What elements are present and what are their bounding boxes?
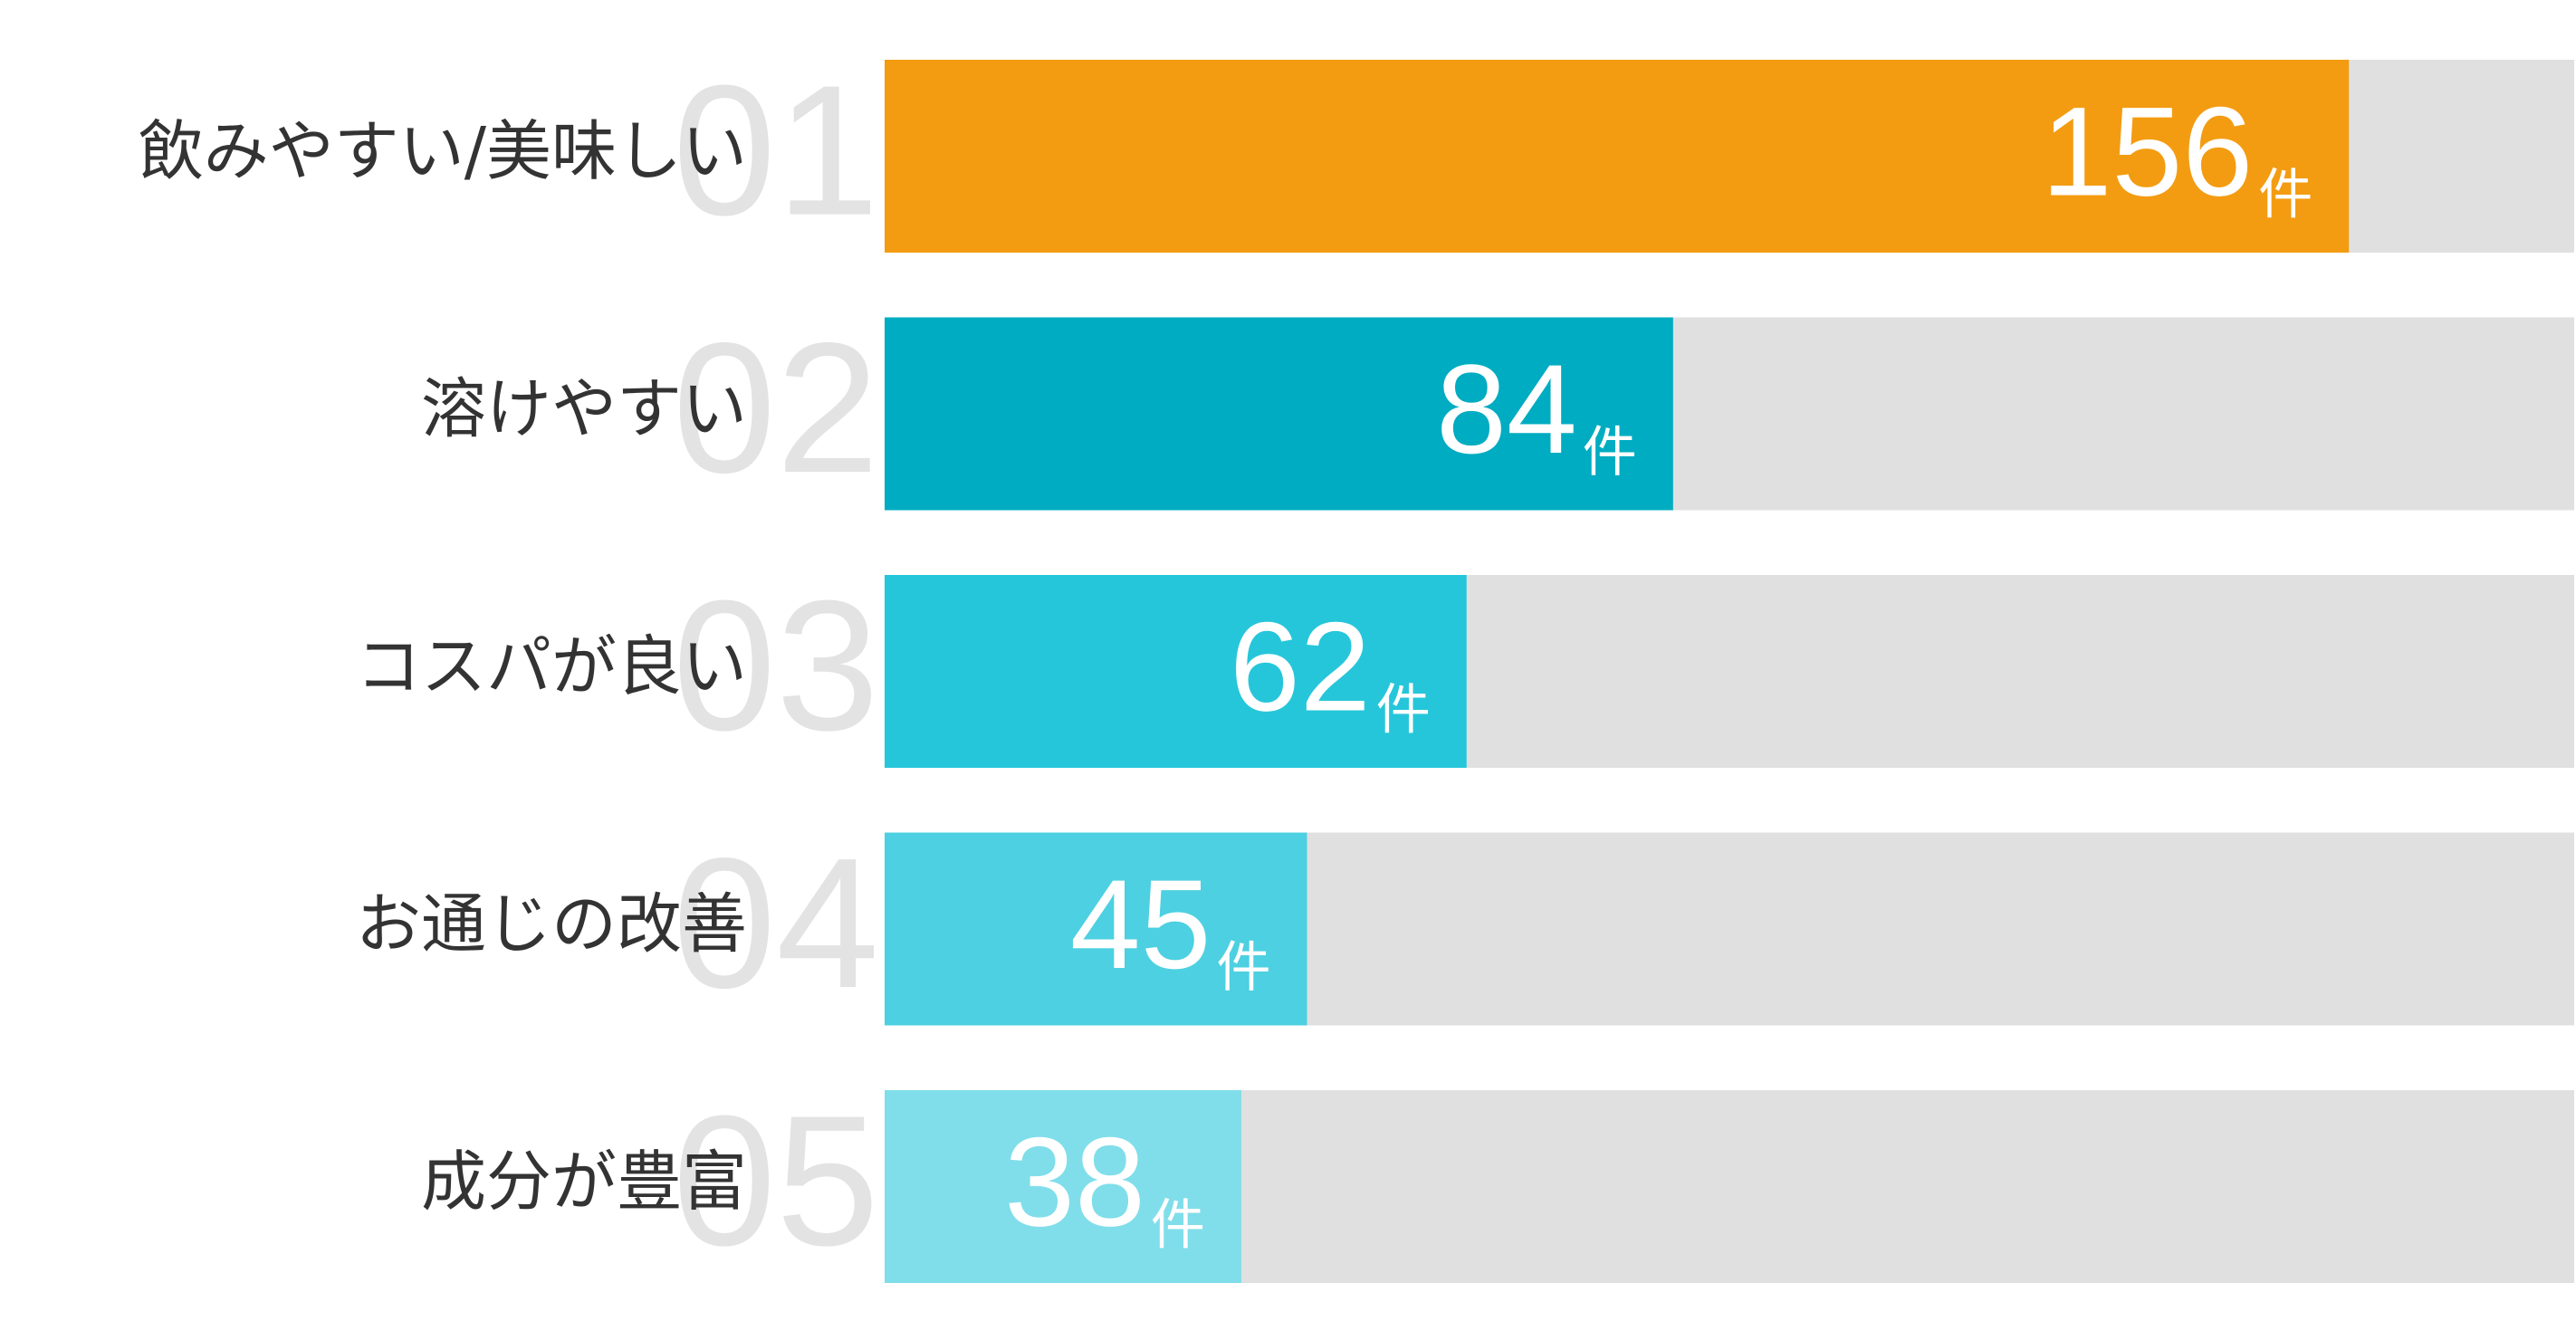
value-label: 45 件 [1070, 853, 1271, 1000]
category-label: 溶けやすい [421, 371, 747, 447]
category-label: お通じの改善 [356, 886, 747, 962]
value-number: 62 [1230, 595, 1371, 737]
value-number: 84 [1436, 338, 1577, 480]
value-unit: 件 [1217, 936, 1271, 1000]
bar [885, 1090, 1241, 1283]
value-label: 84 件 [1436, 338, 1637, 484]
rank-number: 04 [673, 819, 879, 1027]
value-number: 45 [1070, 853, 1211, 995]
value-label: 38 件 [1004, 1110, 1205, 1257]
value-number: 156 [2042, 80, 2254, 222]
bar [885, 60, 2350, 253]
value-unit: 件 [2258, 163, 2313, 226]
value-unit: 件 [1583, 421, 1637, 484]
value-label: 62 件 [1230, 595, 1431, 742]
value-number: 38 [1004, 1110, 1145, 1252]
category-label: 飲みやすい/美味しい [139, 113, 747, 189]
rank-number: 05 [673, 1077, 879, 1285]
rank-number: 02 [673, 304, 879, 512]
bar [885, 317, 1673, 511]
value-unit: 件 [1376, 678, 1431, 742]
bar [885, 575, 1467, 768]
category-label: 成分が豊富 [421, 1144, 747, 1220]
rank-number: 01 [673, 47, 879, 254]
rank-number: 03 [673, 562, 879, 770]
bar [885, 832, 1307, 1026]
value-label: 156 件 [2042, 80, 2313, 226]
value-unit: 件 [1151, 1193, 1205, 1257]
category-label: コスパが良い [356, 628, 747, 704]
